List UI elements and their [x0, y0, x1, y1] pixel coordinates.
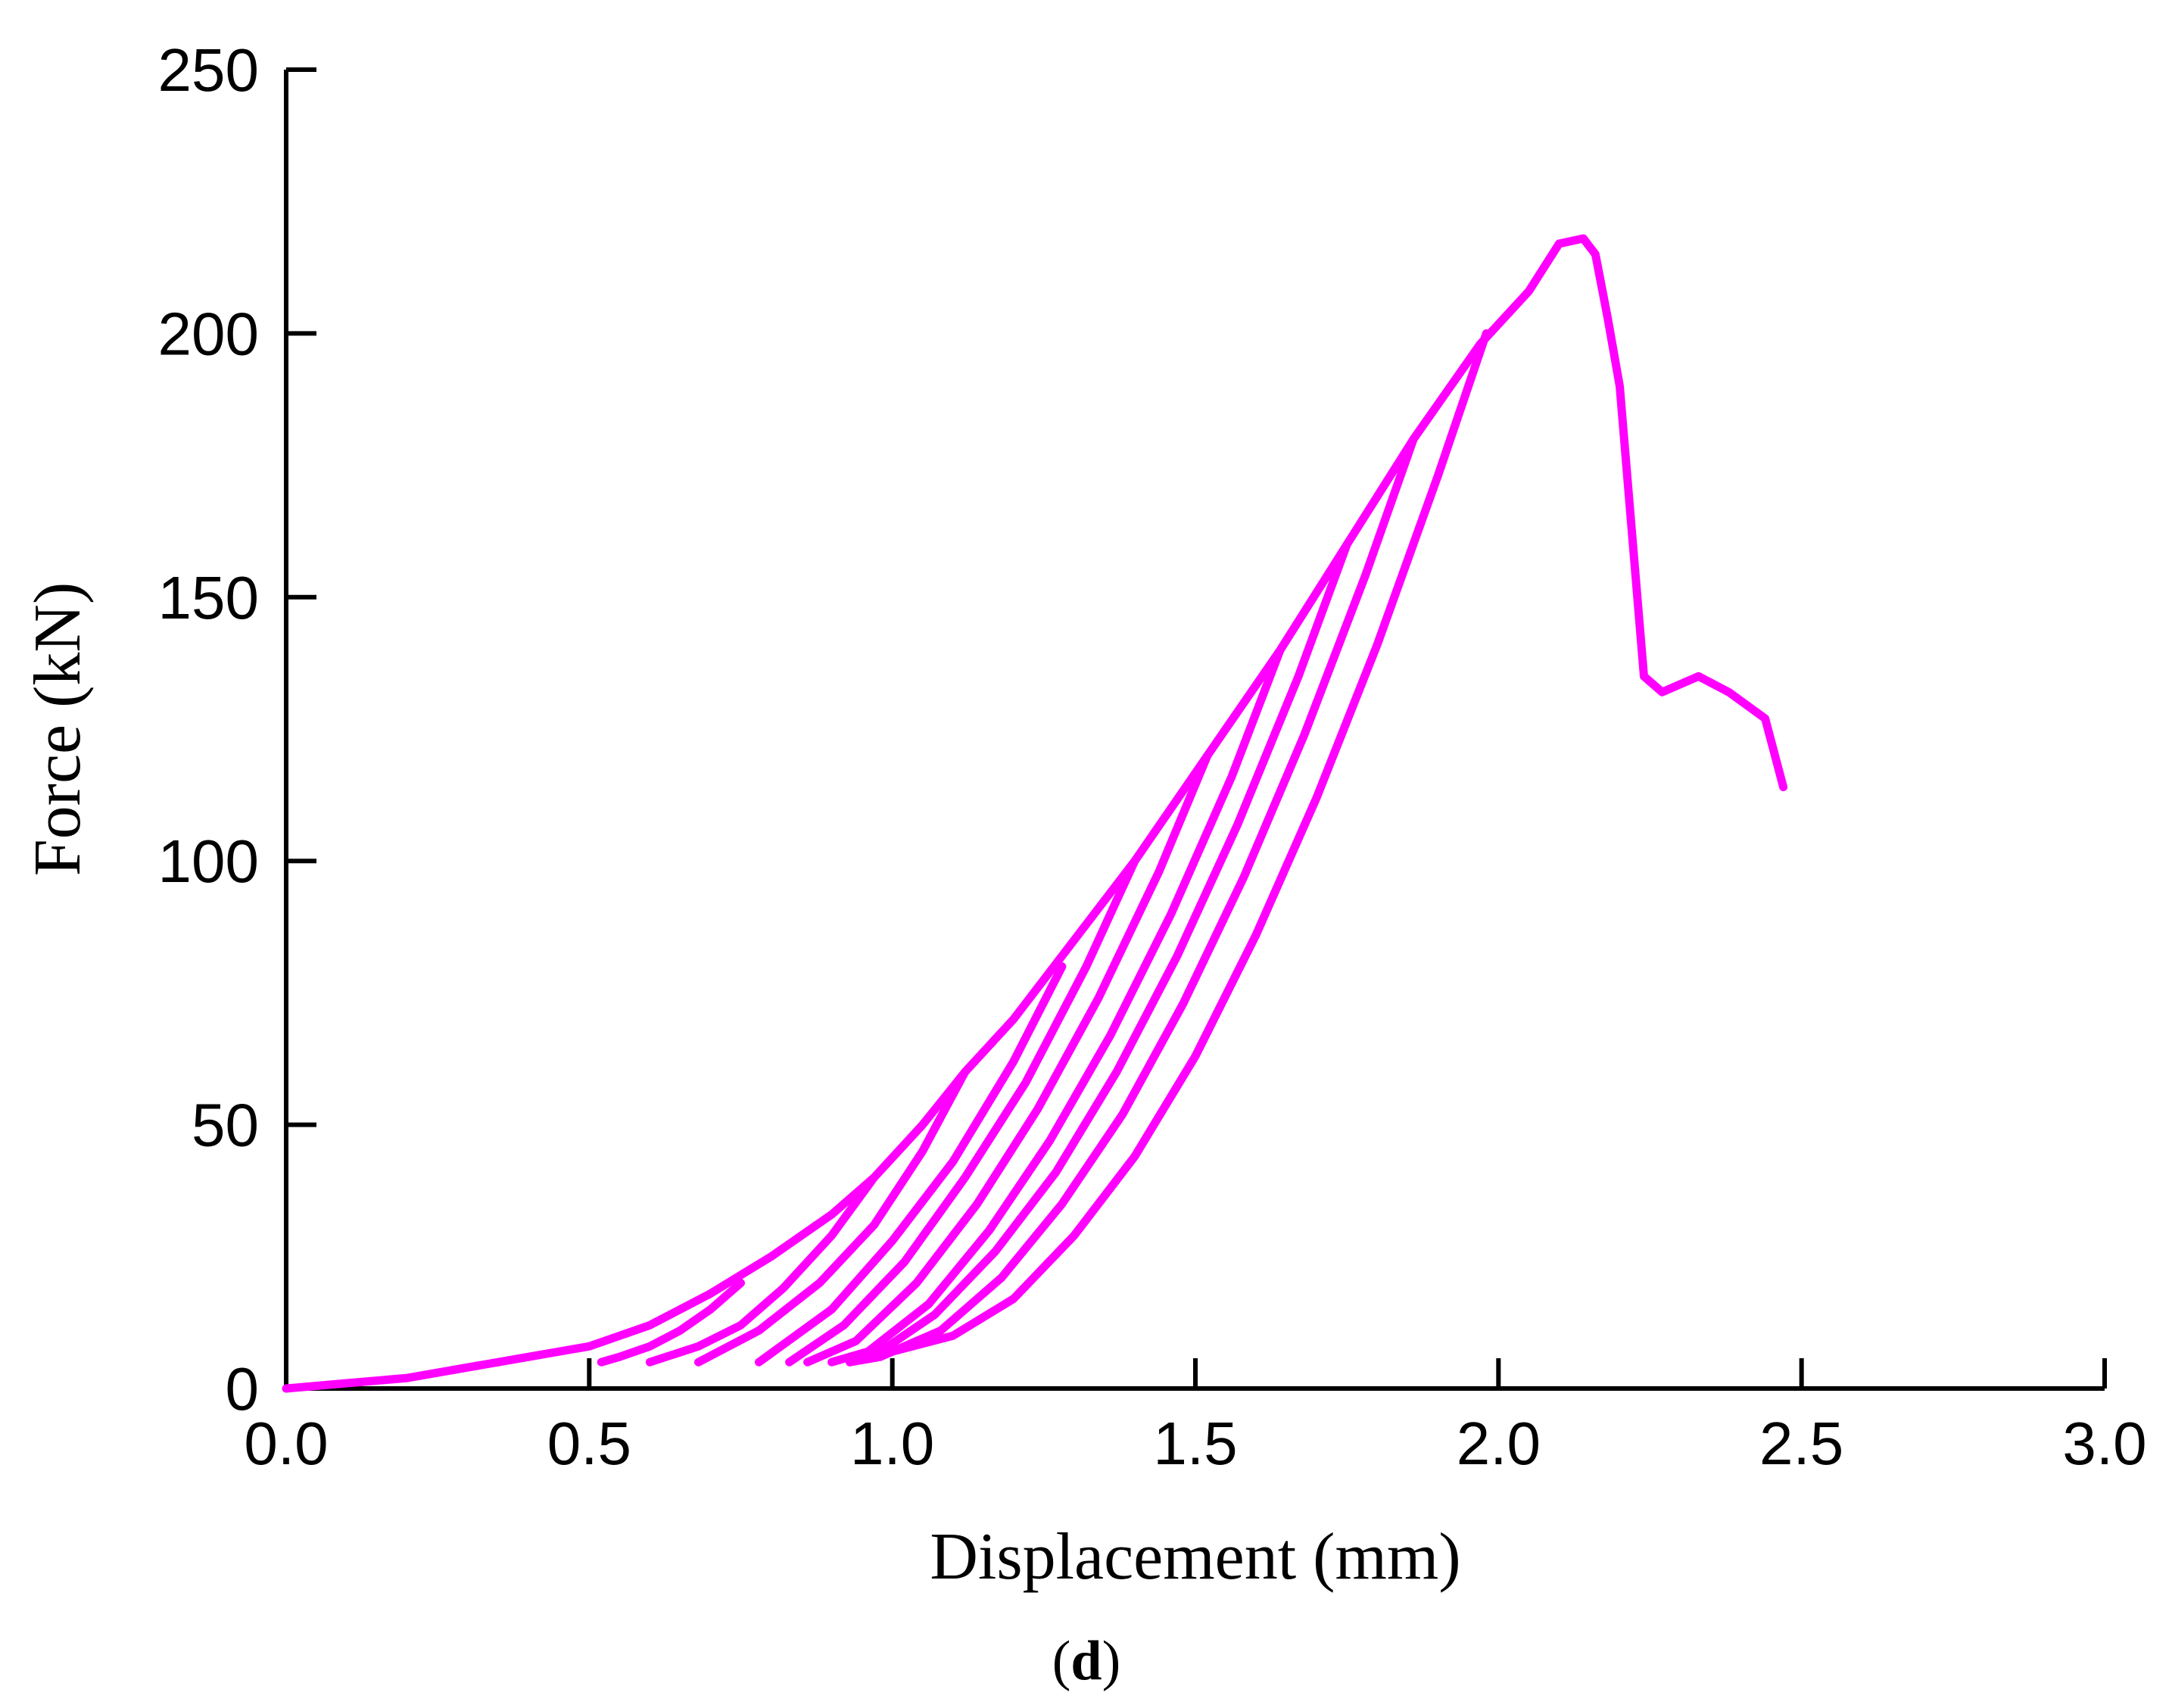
y-tick-label: 0: [226, 1355, 260, 1423]
series-cycle-unload-120: [803, 751, 1212, 1367]
y-tick-label: 200: [158, 300, 259, 367]
x-tick-label: 2.5: [1759, 1410, 1843, 1477]
series-cycle-unload-160: [846, 540, 1351, 1367]
y-axis-title: Force (kN): [21, 582, 95, 877]
series-layer: [282, 234, 1788, 1393]
series-cycle-unload-180: [846, 435, 1418, 1367]
y-tick-label: 50: [192, 1092, 259, 1159]
series-cycle-unload-80: [755, 962, 1067, 1367]
series-envelope-loading: [282, 234, 1788, 1393]
y-tick-label: 250: [158, 36, 259, 104]
x-tick-label: 2.0: [1457, 1410, 1541, 1477]
series-cycle-unload-100: [785, 856, 1139, 1367]
caption-letter: d: [1070, 1630, 1102, 1692]
figure-caption: (d): [1052, 1630, 1120, 1692]
x-tick-label: 1.0: [850, 1410, 934, 1477]
y-tick-label: 100: [158, 828, 259, 895]
caption-close-paren: ): [1102, 1630, 1121, 1692]
x-tick-label: 3.0: [2062, 1410, 2146, 1477]
x-ticks: 0.0 0.5 1.0 1.5 2.0 2.5 3.0: [244, 1358, 2147, 1477]
caption-open-paren: (: [1052, 1630, 1071, 1692]
x-tick-label: 1.5: [1153, 1410, 1237, 1477]
y-ticks: 0 50 100 150 200 250: [158, 36, 316, 1423]
series-cycle-unload-20: [597, 1279, 745, 1367]
y-tick-label: 150: [158, 564, 259, 631]
series-cycle-unload-200: [852, 329, 1491, 1361]
axes: [284, 70, 2105, 1391]
x-tick-label: 0.5: [547, 1410, 631, 1477]
series-cycle-unload-40: [645, 1173, 879, 1367]
series-cycle-unload-140: [827, 646, 1285, 1367]
x-axis-title: Displacement (mm): [930, 1520, 1460, 1594]
series-cycle-unload-60: [694, 1068, 970, 1367]
x-tick-label: 0.0: [244, 1410, 328, 1477]
